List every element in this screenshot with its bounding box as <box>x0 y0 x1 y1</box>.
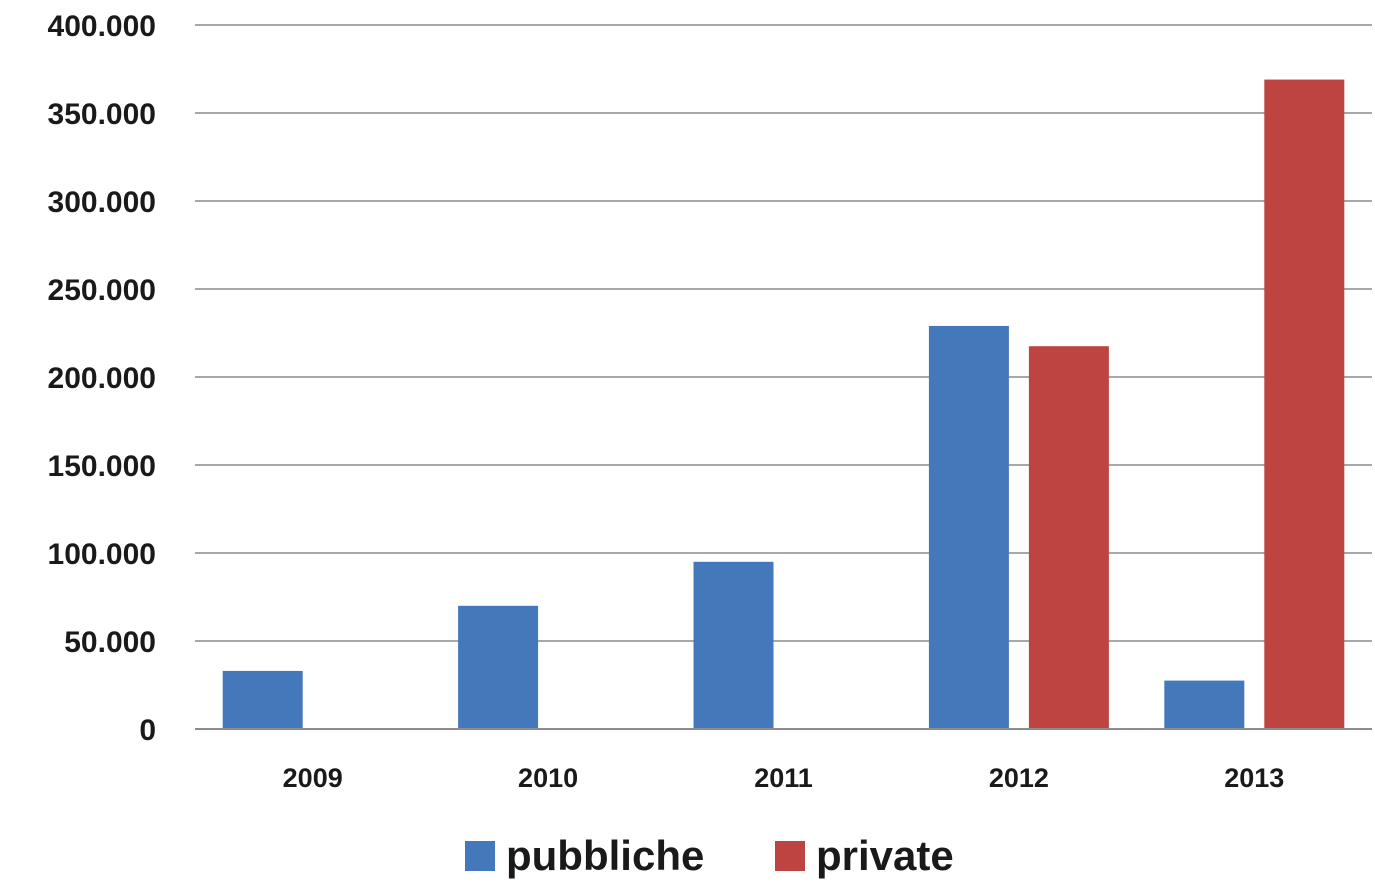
bar-pubbliche-2009 <box>222 670 303 729</box>
legend-swatch-private <box>775 841 805 871</box>
y-tick-label: 200.000 <box>48 362 156 395</box>
legend-swatch-pubbliche <box>465 841 495 871</box>
y-tick-label: 250.000 <box>48 274 156 307</box>
bar-pubbliche-2013 <box>1164 680 1245 729</box>
y-tick-label: 150.000 <box>48 450 156 483</box>
bar-private-2012 <box>1028 346 1109 729</box>
x-tick-label: 2009 <box>283 763 343 793</box>
legend-label-pubbliche: pubbliche <box>506 832 704 879</box>
y-tick-label: 0 <box>139 714 156 747</box>
y-tick-label: 300.000 <box>48 186 156 219</box>
y-tick-label: 100.000 <box>48 538 156 571</box>
x-tick-label: 2013 <box>1224 763 1284 793</box>
bar-pubbliche-2011 <box>693 561 774 729</box>
gridlines <box>195 24 1372 642</box>
x-tick-label: 2011 <box>754 763 813 793</box>
bar-pubbliche-2010 <box>458 605 539 729</box>
x-tick-label: 2010 <box>518 763 578 793</box>
bar-private-2013 <box>1264 79 1345 729</box>
y-axis-tick-labels: 0 50.000 100.000 150.000 200.000 250.000 300.0… <box>48 10 156 747</box>
y-tick-label: 350.000 <box>48 98 156 131</box>
legend: pubbliche private <box>465 832 954 879</box>
y-tick-label: 50.000 <box>64 626 156 659</box>
x-tick-label: 2012 <box>989 763 1049 793</box>
x-axis-category-labels: 2009 2010 2011 2012 2013 <box>283 763 1285 793</box>
y-tick-label: 400.000 <box>48 10 156 43</box>
bar-pubbliche-2012 <box>928 325 1009 729</box>
legend-label-private: private <box>816 832 954 879</box>
bars <box>222 79 1345 729</box>
